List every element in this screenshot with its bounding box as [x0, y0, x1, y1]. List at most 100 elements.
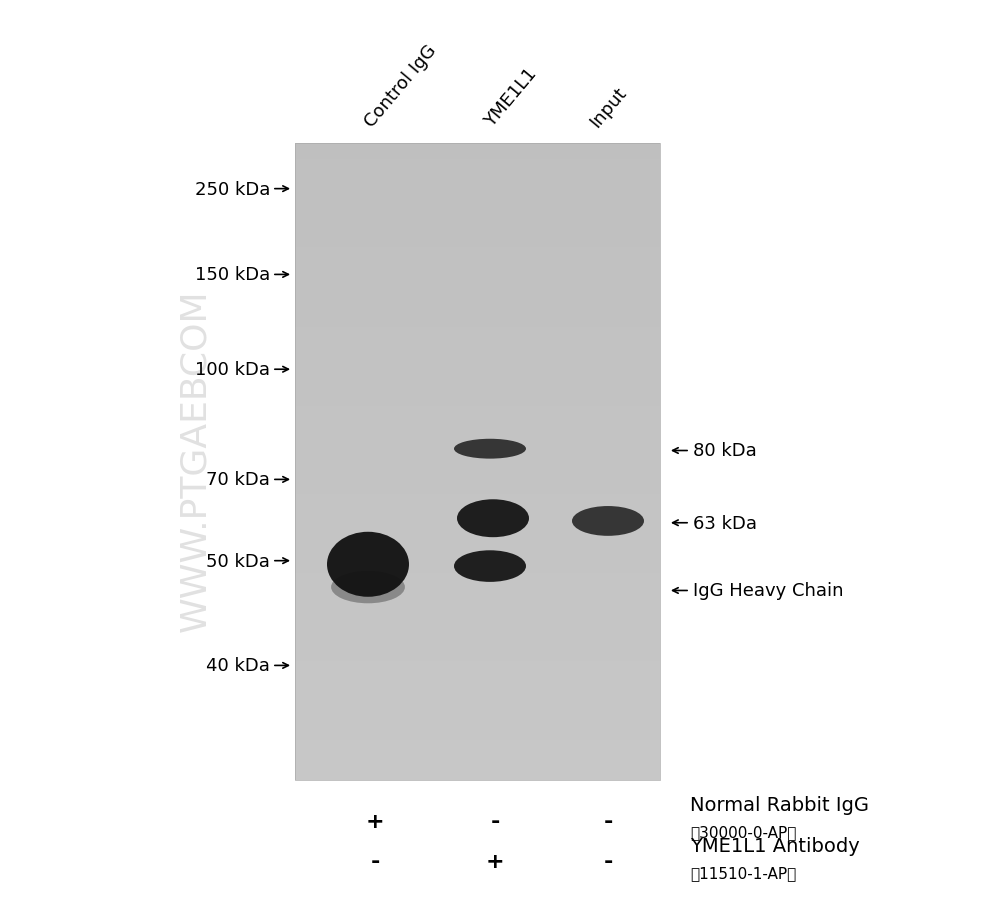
Text: 40 kDa: 40 kDa: [206, 657, 270, 675]
Bar: [295, 589, 660, 597]
Text: 250 kDa: 250 kDa: [195, 180, 270, 198]
Bar: [295, 621, 660, 630]
Text: YME1L1: YME1L1: [481, 65, 540, 131]
Text: Normal Rabbit IgG: Normal Rabbit IgG: [690, 795, 869, 815]
Bar: [295, 470, 660, 478]
Ellipse shape: [454, 550, 526, 583]
Bar: [295, 399, 660, 407]
Bar: [295, 343, 660, 351]
Bar: [295, 192, 660, 200]
Ellipse shape: [572, 507, 644, 536]
Bar: [295, 232, 660, 240]
Text: YME1L1 Antibody: YME1L1 Antibody: [690, 835, 860, 855]
Bar: [295, 224, 660, 232]
Bar: [295, 176, 660, 184]
Bar: [295, 653, 660, 661]
Bar: [295, 391, 660, 399]
Bar: [295, 741, 660, 749]
Bar: [295, 534, 660, 542]
Bar: [295, 272, 660, 280]
Text: 50 kDa: 50 kDa: [206, 552, 270, 570]
Bar: [295, 422, 660, 430]
Bar: [295, 613, 660, 621]
Text: +: +: [366, 811, 384, 831]
Bar: [295, 693, 660, 701]
Text: -: -: [603, 851, 613, 871]
Text: +: +: [486, 851, 504, 871]
Bar: [295, 382, 660, 391]
Bar: [295, 574, 660, 582]
Bar: [295, 549, 660, 557]
Bar: [295, 629, 660, 637]
Text: 63 kDa: 63 kDa: [693, 514, 757, 532]
Bar: [295, 661, 660, 669]
Text: -: -: [603, 811, 613, 831]
Bar: [295, 438, 660, 446]
Ellipse shape: [457, 500, 529, 538]
Bar: [295, 510, 660, 518]
Bar: [295, 247, 660, 255]
Bar: [295, 280, 660, 288]
Bar: [295, 327, 660, 336]
Bar: [295, 184, 660, 192]
Bar: [295, 597, 660, 605]
Bar: [295, 152, 660, 161]
Bar: [295, 709, 660, 716]
Text: 70 kDa: 70 kDa: [206, 471, 270, 489]
Text: Input: Input: [586, 84, 630, 131]
Bar: [295, 216, 660, 224]
Bar: [295, 351, 660, 359]
Bar: [295, 494, 660, 502]
Bar: [295, 541, 660, 549]
Text: （11510-1-AP）: （11510-1-AP）: [690, 865, 796, 879]
Bar: [295, 668, 660, 676]
Ellipse shape: [331, 571, 405, 603]
Bar: [295, 335, 660, 343]
Bar: [295, 240, 660, 248]
Bar: [295, 526, 660, 534]
Bar: [295, 455, 660, 462]
Bar: [295, 414, 660, 422]
Bar: [295, 200, 660, 208]
Bar: [295, 676, 660, 685]
Bar: [295, 566, 660, 574]
Text: 100 kDa: 100 kDa: [195, 361, 270, 379]
Text: 80 kDa: 80 kDa: [693, 442, 757, 460]
Bar: [295, 319, 660, 327]
Bar: [295, 645, 660, 653]
Text: WWW.PTGAEBCOM: WWW.PTGAEBCOM: [178, 289, 212, 631]
Bar: [295, 732, 660, 741]
Bar: [295, 478, 660, 486]
Ellipse shape: [327, 532, 409, 597]
Bar: [295, 716, 660, 724]
Bar: [295, 407, 660, 415]
Ellipse shape: [454, 439, 526, 459]
Bar: [295, 367, 660, 375]
Bar: [295, 430, 660, 438]
Bar: [295, 518, 660, 526]
Bar: [295, 168, 660, 176]
Bar: [295, 311, 660, 319]
Text: -: -: [370, 851, 380, 871]
Text: IgG Heavy Chain: IgG Heavy Chain: [693, 582, 844, 600]
Text: （30000-0-AP）: （30000-0-AP）: [690, 824, 796, 839]
Bar: [295, 303, 660, 311]
Bar: [295, 462, 660, 470]
Bar: [295, 144, 660, 780]
Bar: [295, 502, 660, 510]
Bar: [295, 637, 660, 645]
Text: -: -: [490, 811, 500, 831]
Bar: [295, 359, 660, 367]
Bar: [295, 295, 660, 303]
Bar: [295, 374, 660, 382]
Bar: [295, 764, 660, 772]
Bar: [295, 255, 660, 263]
Text: 150 kDa: 150 kDa: [195, 266, 270, 284]
Bar: [295, 772, 660, 780]
Bar: [295, 144, 660, 152]
Bar: [295, 287, 660, 295]
Bar: [295, 446, 660, 455]
Bar: [295, 724, 660, 732]
Bar: [295, 756, 660, 764]
Bar: [295, 582, 660, 590]
